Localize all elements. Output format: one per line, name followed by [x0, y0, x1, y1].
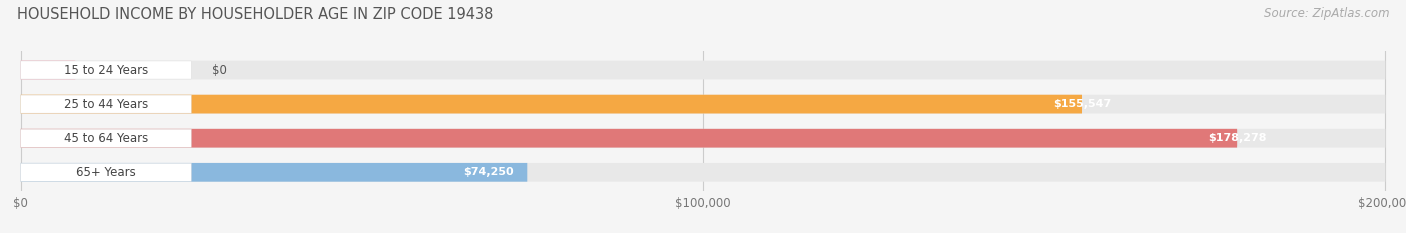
FancyBboxPatch shape: [21, 95, 1083, 113]
FancyBboxPatch shape: [21, 163, 1385, 182]
FancyBboxPatch shape: [21, 61, 76, 79]
FancyBboxPatch shape: [21, 95, 1385, 113]
Text: 25 to 44 Years: 25 to 44 Years: [63, 98, 148, 111]
FancyBboxPatch shape: [21, 129, 191, 147]
FancyBboxPatch shape: [21, 129, 1385, 147]
FancyBboxPatch shape: [21, 61, 1385, 79]
Text: Source: ZipAtlas.com: Source: ZipAtlas.com: [1264, 7, 1389, 20]
Text: $178,278: $178,278: [1208, 133, 1267, 143]
Text: 65+ Years: 65+ Years: [76, 166, 136, 179]
Text: $74,250: $74,250: [463, 167, 513, 177]
Text: $155,547: $155,547: [1053, 99, 1111, 109]
Text: HOUSEHOLD INCOME BY HOUSEHOLDER AGE IN ZIP CODE 19438: HOUSEHOLD INCOME BY HOUSEHOLDER AGE IN Z…: [17, 7, 494, 22]
Text: 45 to 64 Years: 45 to 64 Years: [63, 132, 148, 145]
FancyBboxPatch shape: [21, 95, 191, 113]
FancyBboxPatch shape: [21, 61, 191, 79]
FancyBboxPatch shape: [21, 163, 527, 182]
FancyBboxPatch shape: [21, 129, 1237, 147]
Text: 15 to 24 Years: 15 to 24 Years: [63, 64, 148, 76]
Text: $0: $0: [212, 64, 226, 76]
FancyBboxPatch shape: [21, 163, 191, 181]
FancyBboxPatch shape: [1121, 130, 1237, 146]
FancyBboxPatch shape: [966, 96, 1083, 112]
